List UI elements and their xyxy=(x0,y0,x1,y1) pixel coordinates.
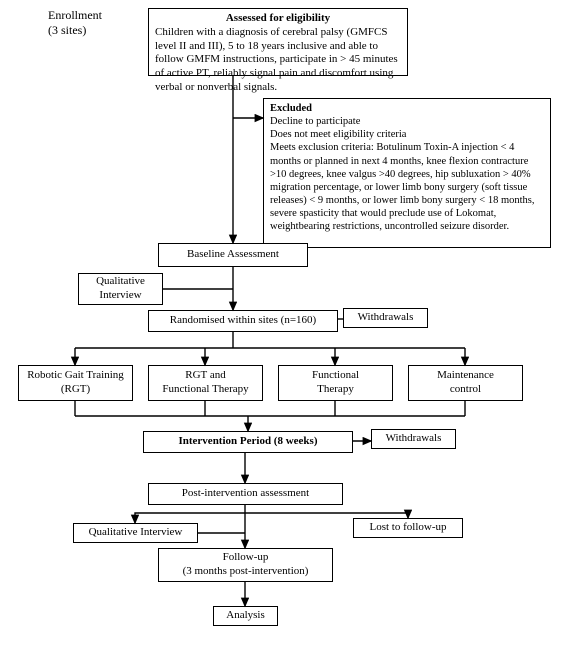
node-excluded: Excluded Decline to participateDoes not … xyxy=(263,98,551,248)
node-excluded-body: Decline to participateDoes not meet elig… xyxy=(270,116,535,232)
node-assessed-title: Assessed for eligibility xyxy=(155,12,401,26)
node-qual1-label: QualitativeInterview xyxy=(96,275,145,303)
node-baseline-label: Baseline Assessment xyxy=(187,248,279,262)
node-arm-rgt: Robotic Gait Training(RGT) xyxy=(18,365,133,401)
node-intervention: Intervention Period (8 weeks) xyxy=(143,431,353,453)
node-assessed-body: Children with a diagnosis of cerebral pa… xyxy=(155,26,398,93)
node-assessed: Assessed for eligibility Children with a… xyxy=(148,8,408,76)
node-followup: Follow-up(3 months post-intervention) xyxy=(158,548,333,582)
flowchart-canvas: Enrollment(3 sites) Assessed for eligibi… xyxy=(8,8,559,638)
enrollment-text: Enrollment(3 sites) xyxy=(48,8,102,37)
node-post-intervention: Post-intervention assessment xyxy=(148,483,343,505)
node-analysis: Analysis xyxy=(213,606,278,626)
node-excluded-title: Excluded xyxy=(270,102,544,115)
node-arm-maint-label: Maintenancecontrol xyxy=(437,369,494,397)
node-randomised: Randomised within sites (n=160) xyxy=(148,310,338,332)
node-lost-to-followup: Lost to follow-up xyxy=(353,518,463,538)
node-followup-label: Follow-up(3 months post-intervention) xyxy=(183,551,309,579)
node-ltfu-label: Lost to follow-up xyxy=(370,521,447,535)
node-arm-ft-label: FunctionalTherapy xyxy=(312,369,359,397)
node-qualitative-2: Qualitative Interview xyxy=(73,523,198,543)
node-withdrawals-1: Withdrawals xyxy=(343,308,428,328)
node-arm-maint: Maintenancecontrol xyxy=(408,365,523,401)
node-arm-ft: FunctionalTherapy xyxy=(278,365,393,401)
node-qual2-label: Qualitative Interview xyxy=(89,526,183,540)
node-intervention-label: Intervention Period (8 weeks) xyxy=(178,435,317,449)
node-postint-label: Post-intervention assessment xyxy=(182,487,309,501)
node-arm-rgt-ft-label: RGT andFunctional Therapy xyxy=(162,369,248,397)
node-randomised-label: Randomised within sites (n=160) xyxy=(170,314,316,328)
node-baseline: Baseline Assessment xyxy=(158,243,308,267)
node-arm-rgt-label: Robotic Gait Training(RGT) xyxy=(27,369,124,397)
node-arm-rgt-ft: RGT andFunctional Therapy xyxy=(148,365,263,401)
enrollment-label: Enrollment(3 sites) xyxy=(48,8,102,38)
node-withdraw1-label: Withdrawals xyxy=(358,311,414,325)
node-qualitative-1: QualitativeInterview xyxy=(78,273,163,305)
node-withdrawals-2: Withdrawals xyxy=(371,429,456,449)
node-withdraw2-label: Withdrawals xyxy=(386,432,442,446)
node-analysis-label: Analysis xyxy=(226,609,265,623)
